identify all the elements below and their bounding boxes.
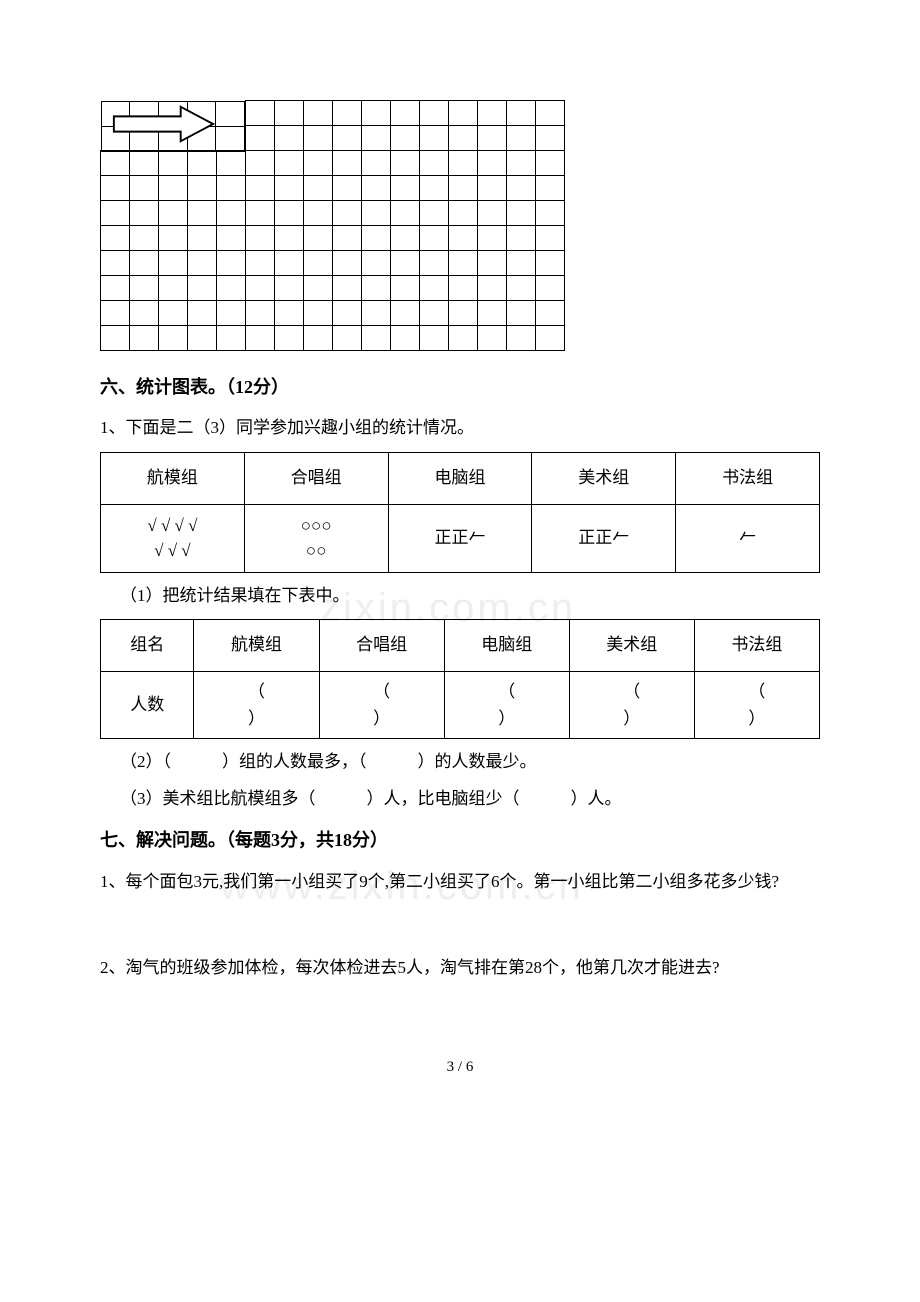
arrow-icon [106, 103, 221, 145]
blank-5: （） [694, 671, 819, 738]
blank-1: （） [194, 671, 319, 738]
grid-drawing-area [100, 100, 565, 351]
blank-3: （） [444, 671, 569, 738]
result-h3: 电脑组 [444, 620, 569, 672]
section7-q2: 2、淘气的班级参加体检，每次体检进去5人，淘气排在第28个，他第几次才能进去? [100, 953, 820, 984]
stats-header-3: 电脑组 [388, 452, 532, 504]
result-h1: 航模组 [194, 620, 319, 672]
section6-title: 六、统计图表。（12分） [100, 371, 820, 403]
sub-q3: （3）美术组比航模组多（ ）人，比电脑组少（ ）人。 [120, 784, 820, 815]
tally-2: ○○○○○ [244, 504, 388, 572]
section6-q1-intro: 1、下面是二（3）同学参加兴趣小组的统计情况。 [100, 413, 820, 444]
result-table: 组名 航模组 合唱组 电脑组 美术组 书法组 人数 （） （） （） （） （） [100, 619, 820, 739]
stats-header-2: 合唱组 [244, 452, 388, 504]
section7-title: 七、解决问题。（每题3分，共18分） [100, 824, 820, 856]
tally-4: 正正𠂉 [532, 504, 676, 572]
page-number: 3 / 6 [100, 1054, 820, 1081]
blank-4: （） [569, 671, 694, 738]
tally-1: √ √ √ √√ √ √ [101, 504, 245, 572]
stats-header-5: 书法组 [676, 452, 820, 504]
section7-q1: 1、每个面包3元,我们第一小组买了9个,第二小组买了6个。第一小组比第二小组多花… [100, 867, 820, 898]
result-h2: 合唱组 [319, 620, 444, 672]
sub-q1: （1）把统计结果填在下表中。 [120, 581, 820, 612]
blank-2: （） [319, 671, 444, 738]
sub-q2: （2）（ ）组的人数最多，（ ）的人数最少。 [120, 747, 820, 778]
result-row1-label: 组名 [101, 620, 194, 672]
stats-header-1: 航模组 [101, 452, 245, 504]
result-row2-label: 人数 [101, 671, 194, 738]
stats-table-1: 航模组 合唱组 电脑组 美术组 书法组 √ √ √ √√ √ √ ○○○○○ 正… [100, 452, 820, 573]
tally-3: 正正𠂉 [388, 504, 532, 572]
tally-5: 𠂉 [676, 504, 820, 572]
result-h4: 美术组 [569, 620, 694, 672]
result-h5: 书法组 [694, 620, 819, 672]
stats-header-4: 美术组 [532, 452, 676, 504]
